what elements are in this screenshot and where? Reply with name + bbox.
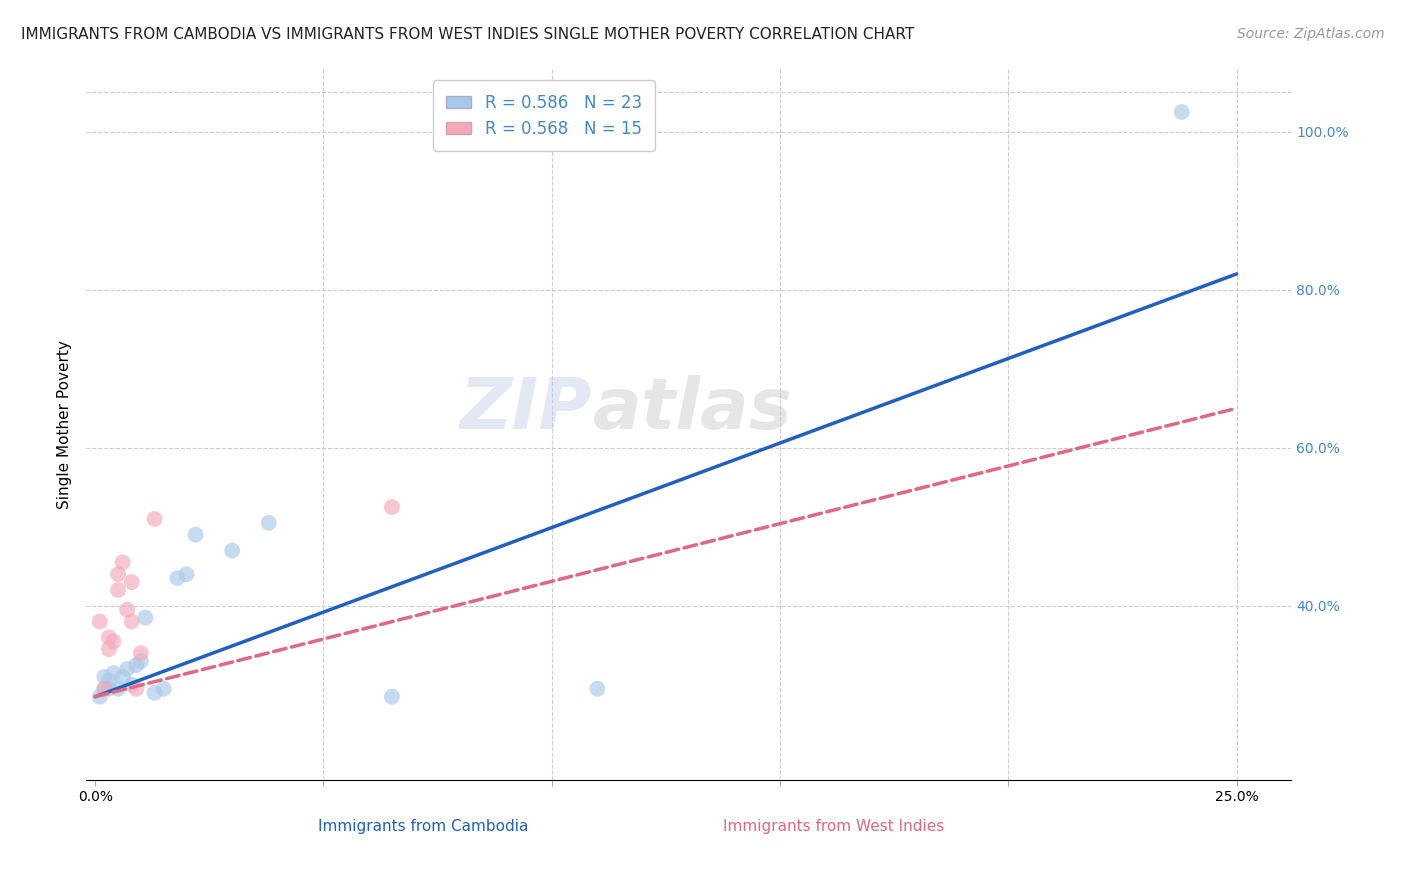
Point bbox=[97, 642, 120, 657]
Point bbox=[111, 555, 134, 569]
Point bbox=[143, 686, 166, 700]
Point bbox=[129, 646, 152, 660]
Point bbox=[93, 681, 115, 696]
Point bbox=[125, 658, 148, 673]
Text: ZIP: ZIP bbox=[460, 376, 592, 444]
Point bbox=[152, 681, 174, 696]
Point bbox=[89, 615, 111, 629]
Point bbox=[107, 681, 129, 696]
Point bbox=[107, 582, 129, 597]
Point bbox=[125, 681, 148, 696]
Point bbox=[257, 516, 280, 530]
Point bbox=[111, 670, 134, 684]
Point bbox=[381, 500, 404, 514]
Point bbox=[184, 527, 207, 541]
Point bbox=[115, 662, 138, 676]
Y-axis label: Single Mother Poverty: Single Mother Poverty bbox=[58, 340, 72, 508]
Point bbox=[97, 681, 120, 696]
Point bbox=[1171, 105, 1194, 120]
Point bbox=[115, 603, 138, 617]
Point bbox=[176, 567, 198, 582]
Point bbox=[97, 673, 120, 688]
Point bbox=[586, 681, 609, 696]
Point bbox=[121, 575, 143, 590]
Point bbox=[103, 665, 125, 680]
Point bbox=[134, 610, 156, 624]
Point bbox=[107, 567, 129, 582]
Text: Immigrants from Cambodia: Immigrants from Cambodia bbox=[318, 819, 529, 834]
Text: atlas: atlas bbox=[592, 376, 792, 444]
Point bbox=[143, 512, 166, 526]
Point bbox=[129, 654, 152, 668]
Text: Immigrants from West Indies: Immigrants from West Indies bbox=[723, 819, 943, 834]
Text: Source: ZipAtlas.com: Source: ZipAtlas.com bbox=[1237, 27, 1385, 41]
Point bbox=[381, 690, 404, 704]
Legend: R = 0.586   N = 23, R = 0.568   N = 15: R = 0.586 N = 23, R = 0.568 N = 15 bbox=[433, 80, 655, 152]
Point bbox=[89, 690, 111, 704]
Point bbox=[97, 631, 120, 645]
Point bbox=[121, 678, 143, 692]
Text: IMMIGRANTS FROM CAMBODIA VS IMMIGRANTS FROM WEST INDIES SINGLE MOTHER POVERTY CO: IMMIGRANTS FROM CAMBODIA VS IMMIGRANTS F… bbox=[21, 27, 914, 42]
Point bbox=[221, 543, 243, 558]
Point bbox=[166, 571, 188, 585]
Point bbox=[93, 681, 115, 696]
Point bbox=[121, 615, 143, 629]
Point bbox=[93, 670, 115, 684]
Point bbox=[103, 634, 125, 648]
